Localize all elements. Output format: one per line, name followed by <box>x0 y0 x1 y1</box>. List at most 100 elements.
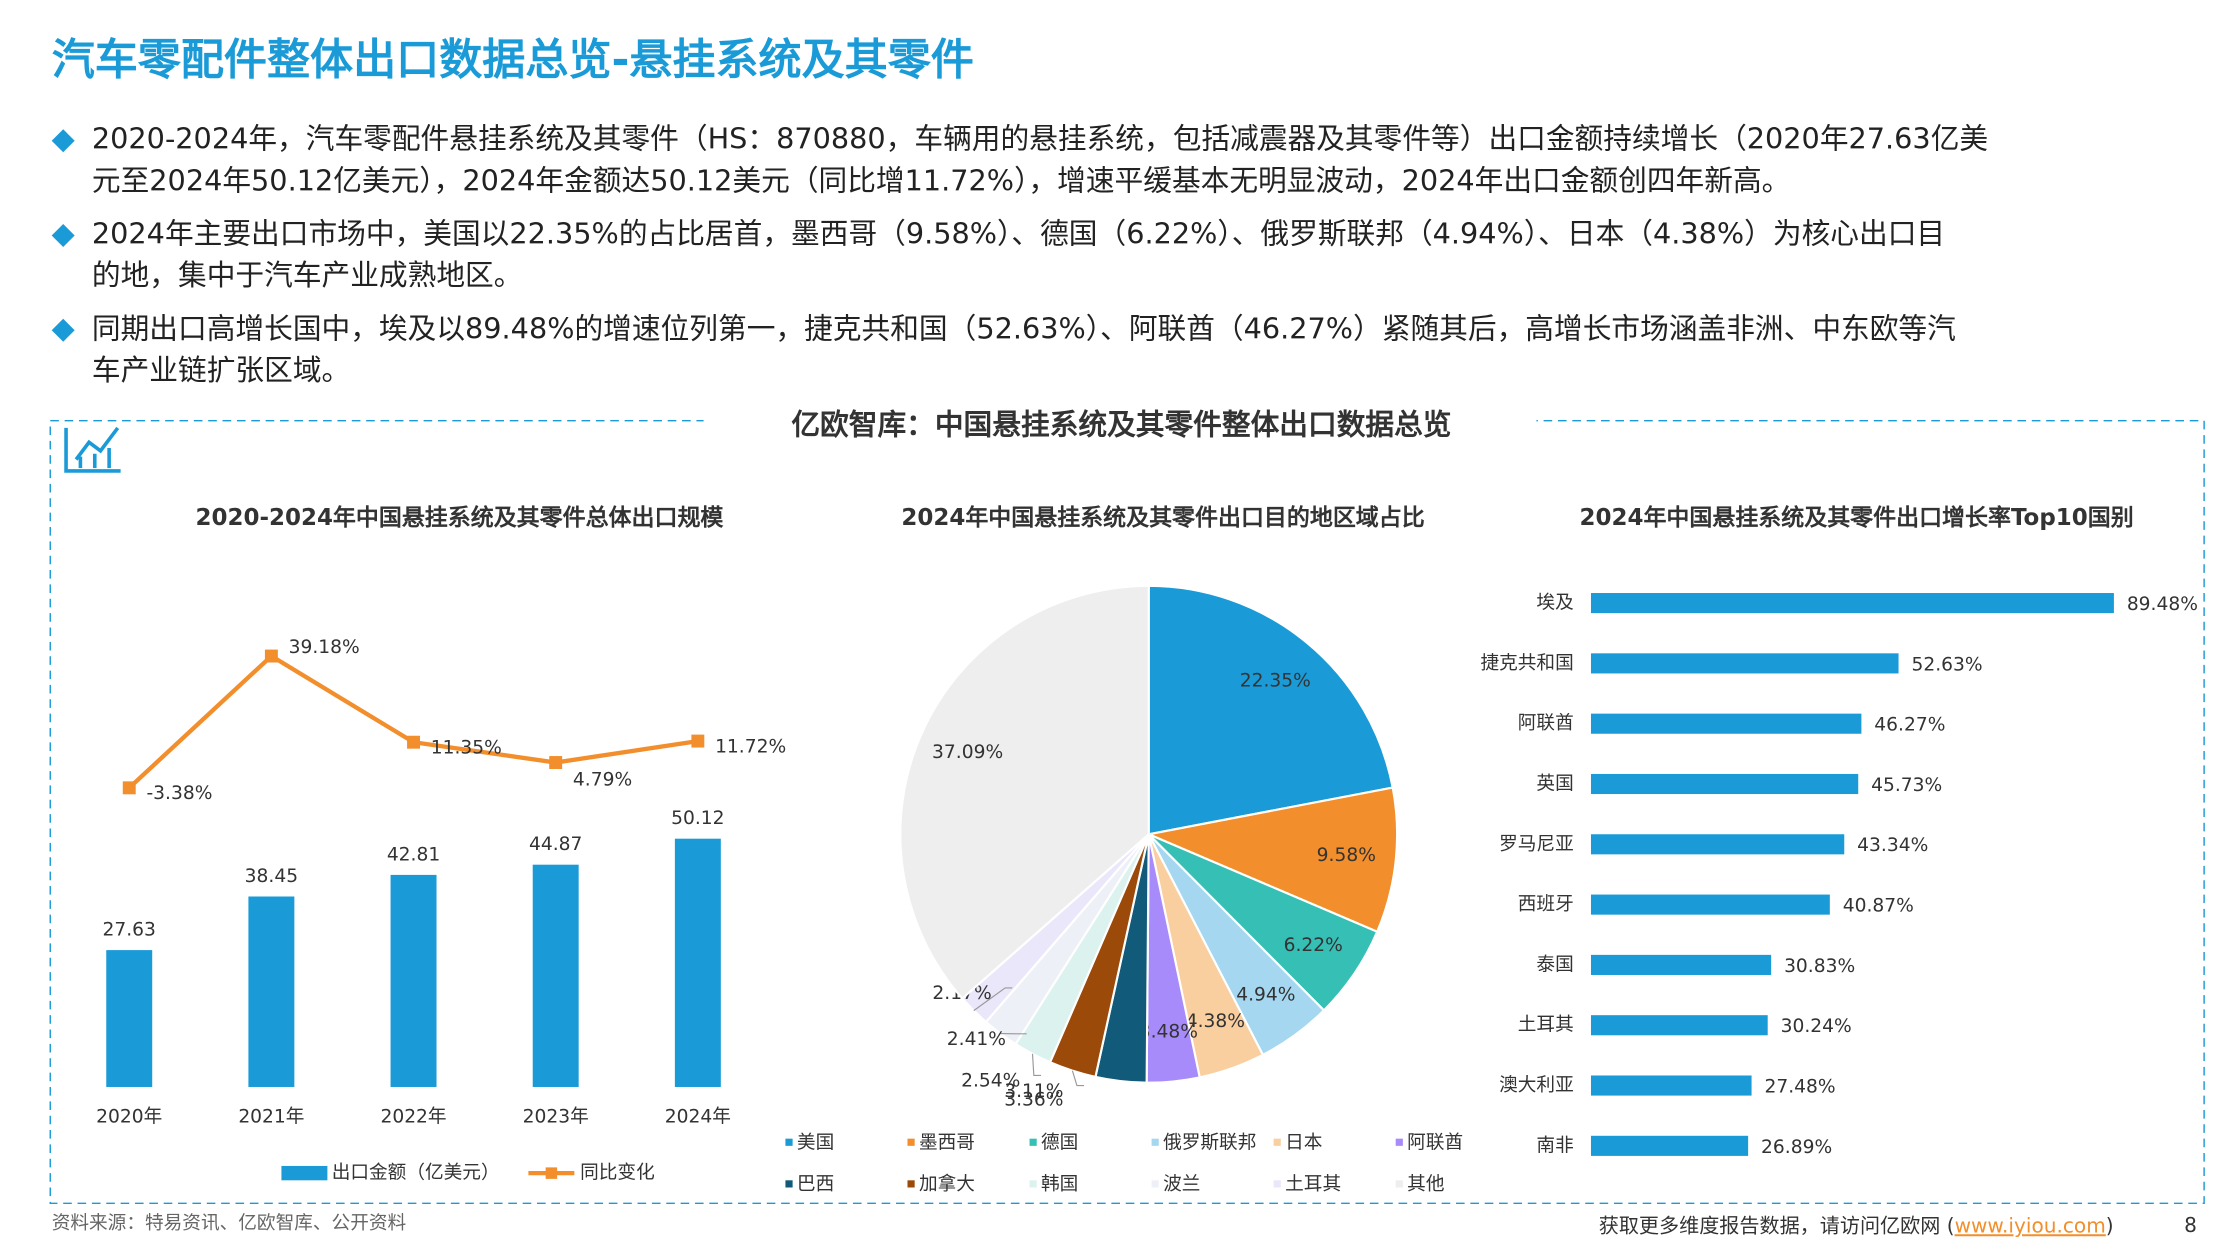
y-tick-label: 南非 <box>1536 1135 1573 1156</box>
legend-label: 美国 <box>797 1132 834 1153</box>
slice-label: 2.41% <box>947 1029 1006 1050</box>
y-tick-label: 泰国 <box>1536 954 1573 975</box>
slice-label: 2.54% <box>961 1071 1020 1092</box>
y-tick-label: 埃及 <box>1536 593 1573 614</box>
legend-swatch <box>1029 1180 1037 1188</box>
legend-swatch <box>1273 1138 1281 1146</box>
bullet-diamond <box>51 318 75 342</box>
bar <box>1590 1075 1752 1096</box>
cta-end: ) <box>2106 1213 2114 1237</box>
legend-swatch <box>907 1138 915 1146</box>
pie-slice <box>899 584 1150 1000</box>
bullet-text: 2020-2024年，汽车零配件悬挂系统及其零件（HS：870880，车辆用的悬… <box>92 122 1988 156</box>
bar-value-label: 46.27% <box>1874 715 1945 736</box>
line-marker <box>691 734 705 748</box>
chart-title: 2020-2024年中国悬挂系统及其零件总体出口规模 <box>196 504 724 531</box>
bullet-text: 同期出口高增长国中，埃及以89.48%的增速位列第一，捷克共和国（52.63%）… <box>92 311 1956 345</box>
bar <box>1590 773 1859 795</box>
bar-value-label: 30.83% <box>1784 956 1855 977</box>
x-tick-label: 2024年 <box>665 1107 731 1128</box>
legend-swatch <box>281 1165 328 1181</box>
x-tick-label: 2023年 <box>523 1107 589 1128</box>
legend-label: 阿联酋 <box>1407 1132 1463 1153</box>
legend-swatch <box>785 1180 793 1188</box>
bar-value-label: 45.73% <box>1871 775 1942 796</box>
chart-icon <box>64 426 121 473</box>
bar <box>532 864 579 1087</box>
slice-label: 3.36% <box>1004 1089 1063 1110</box>
leader-line <box>973 987 1013 1012</box>
bullet-text: 元至2024年50.12亿美元），2024年金额达50.12美元（同比增11.7… <box>92 163 1790 197</box>
legend-swatch <box>1029 1138 1037 1146</box>
bar <box>1590 713 1862 734</box>
legend-label: 德国 <box>1041 1132 1078 1153</box>
bar <box>1590 1135 1749 1156</box>
line-marker <box>264 649 278 663</box>
bar <box>1590 653 1899 674</box>
panel-title-bg <box>703 402 1537 446</box>
legend-swatch <box>1273 1180 1281 1188</box>
bar <box>1590 593 2114 614</box>
bar-value-label: 44.87 <box>529 834 582 855</box>
line-value-label: 4.79% <box>573 769 632 790</box>
x-tick-label: 2022年 <box>380 1107 446 1128</box>
y-tick-label: 英国 <box>1536 774 1573 795</box>
bullet-text: 2024年主要出口市场中，美国以22.35%的占比居首，墨西哥（9.58%）、德… <box>92 216 1945 250</box>
bar <box>674 838 721 1087</box>
bar-value-label: 26.89% <box>1761 1137 1832 1158</box>
bar-value-label: 42.81 <box>387 844 440 865</box>
legend-swatch <box>1395 1180 1403 1188</box>
line-value-label: 39.18% <box>289 637 360 658</box>
legend-label: 日本 <box>1285 1132 1322 1153</box>
bar <box>390 874 437 1087</box>
bar-value-label: 30.24% <box>1781 1016 1852 1037</box>
legend-label: 波兰 <box>1163 1174 1200 1195</box>
legend-label: 墨西哥 <box>919 1132 975 1153</box>
legend-label: 土耳其 <box>1285 1174 1341 1195</box>
bar-value-label: 50.12 <box>671 808 724 829</box>
legend-swatch <box>907 1180 915 1188</box>
link[interactable]: www.iyiou.com <box>1955 1213 2106 1237</box>
slice-label: 22.35% <box>1240 671 1311 692</box>
bar <box>1590 834 1845 855</box>
slice-label: 3.48% <box>1139 1022 1198 1043</box>
bar <box>1590 954 1772 975</box>
legend-swatch <box>1151 1138 1159 1146</box>
legend-label: 韩国 <box>1041 1174 1078 1195</box>
legend-label: 巴西 <box>797 1174 834 1195</box>
source-note: 资料来源：特易资讯、亿欧智库、公开资料 <box>52 1213 407 1234</box>
chart-title: 2024年中国悬挂系统及其零件出口增长率Top10国别 <box>1580 504 2134 531</box>
x-tick-label: 2021年 <box>238 1107 304 1128</box>
bullet-diamond <box>51 129 75 153</box>
slice-label: 3.11% <box>1004 1081 1063 1102</box>
line-value-label: 11.35% <box>431 737 502 758</box>
bar-value-label: 89.48% <box>2127 594 2198 615</box>
line-marker <box>549 756 563 769</box>
page-number: 8 <box>2184 1213 2197 1237</box>
chart-title: 2024年中国悬挂系统及其零件出口目的地区域占比 <box>901 504 1424 531</box>
bar-value-label: 40.87% <box>1843 896 1914 917</box>
footer-cta: 获取更多维度报告数据，请访问亿欧网 (www.iyiou.com) <box>1599 1213 2114 1237</box>
slice-label: 6.22% <box>1284 935 1343 956</box>
line-marker <box>407 735 420 749</box>
panel-title: 亿欧智库：中国悬挂系统及其零件整体出口数据总览 <box>791 407 1451 441</box>
slice-label: 9.58% <box>1317 845 1376 866</box>
y-tick-label: 澳大利亚 <box>1499 1075 1574 1096</box>
legend-swatch <box>1395 1138 1403 1146</box>
bar <box>106 950 153 1087</box>
line-value-label: 11.72% <box>715 736 786 757</box>
y-tick-label: 西班牙 <box>1518 894 1574 915</box>
bar <box>1590 1015 1768 1036</box>
bar-value-label: 27.48% <box>1764 1076 1835 1097</box>
legend-label: 俄罗斯联邦 <box>1163 1132 1256 1153</box>
bullet-diamond <box>51 224 75 247</box>
legend-swatch <box>1151 1180 1159 1188</box>
bar-value-label: 43.34% <box>1857 835 1928 856</box>
bar <box>248 896 295 1087</box>
bar <box>1590 894 1830 915</box>
y-tick-label: 阿联酋 <box>1518 713 1574 734</box>
page-title: 汽车零配件整体出口数据总览-悬挂系统及其零件 <box>52 36 974 86</box>
bullet-text: 车产业链扩张区域。 <box>92 353 350 387</box>
x-tick-label: 2020年 <box>96 1107 162 1128</box>
legend-label: 加拿大 <box>919 1173 975 1195</box>
